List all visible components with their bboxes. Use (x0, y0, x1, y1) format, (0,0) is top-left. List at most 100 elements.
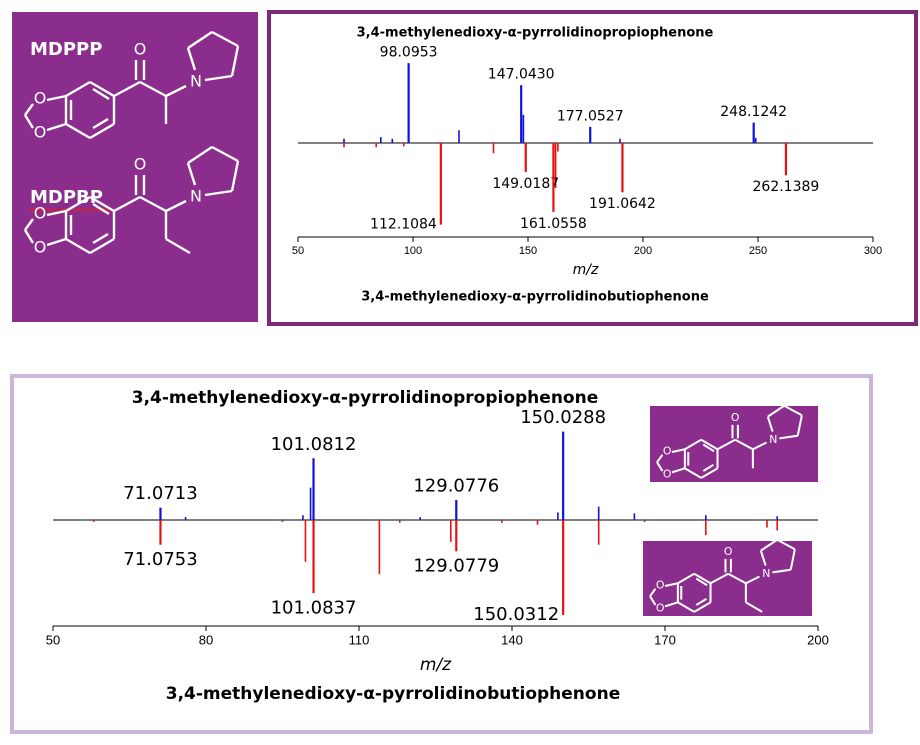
bond (717, 438, 736, 451)
atom-label: O (134, 40, 147, 59)
bond (187, 146, 213, 164)
bond (796, 415, 803, 436)
bond (46, 237, 67, 247)
bond (186, 47, 197, 71)
bond (24, 103, 34, 116)
peak-label: 150.0312 (473, 604, 559, 625)
atom-label: O (724, 545, 733, 558)
bond (734, 438, 754, 451)
bond (664, 601, 679, 608)
peak-label: 147.0430 (488, 67, 555, 83)
bond (92, 87, 110, 101)
atom-label: O (663, 467, 672, 480)
bond (113, 195, 141, 213)
atom-label: N (769, 433, 777, 446)
x-tick-label: 300 (864, 245, 882, 257)
bond (702, 443, 715, 453)
peak-label: 129.0776 (413, 476, 499, 497)
bond (46, 122, 67, 132)
atom-label: O (34, 89, 47, 108)
bond (760, 538, 778, 552)
bond (664, 582, 679, 587)
bond (779, 434, 798, 440)
bond (695, 577, 708, 587)
structure-inset (650, 406, 818, 482)
atom-label: N (762, 567, 770, 580)
atom-label: O (656, 578, 665, 591)
bond (165, 237, 191, 255)
bond (700, 438, 719, 451)
bond (230, 45, 240, 77)
bond (727, 572, 747, 585)
x-tick-label: 170 (654, 632, 676, 647)
atom-label: O (34, 204, 47, 223)
atom-label: O (134, 155, 147, 174)
bond (671, 467, 686, 474)
bond (745, 575, 760, 585)
bond (649, 588, 657, 597)
bond (693, 572, 712, 585)
bond (677, 572, 695, 585)
peak-label: 177.0527 (557, 108, 624, 124)
bond (89, 195, 115, 213)
bond (139, 195, 167, 213)
bond (702, 464, 714, 472)
x-tick-label: 140 (501, 632, 523, 647)
bond (92, 232, 109, 245)
bond (766, 416, 774, 432)
bond (695, 598, 707, 606)
bond (46, 94, 67, 102)
spectrum-panel (267, 10, 918, 326)
bond (186, 162, 197, 186)
bond (684, 438, 702, 451)
peak-label: 71.0713 (123, 483, 197, 504)
bond (65, 80, 91, 98)
x-axis-title: m/z (420, 655, 452, 675)
bond (89, 80, 115, 98)
peak-label: 248.1242 (720, 104, 787, 120)
atom-label: O (663, 444, 672, 457)
bond (693, 601, 712, 613)
x-axis-title: m/z (573, 262, 599, 278)
x-tick-label: 50 (292, 245, 304, 257)
x-tick-label: 100 (404, 245, 422, 257)
atom-label: O (34, 238, 47, 257)
x-tick-label: 110 (349, 632, 370, 647)
compound-name: MDPPP (30, 39, 102, 60)
bond (649, 595, 657, 606)
x-tick-label: 200 (807, 632, 829, 647)
bond (656, 461, 664, 472)
series-title: 3,4-methylenedioxy-α-pyrrolidinobutiophe… (166, 684, 620, 704)
bond (211, 30, 239, 48)
bond (759, 550, 767, 566)
bond (677, 601, 695, 613)
bond (46, 209, 67, 217)
compound-name: MDPBP (30, 187, 103, 208)
series-title: 3,4-methylenedioxy-α-pyrrolidinopropioph… (132, 388, 598, 408)
bond (165, 84, 187, 98)
peak-label: 262.1389 (753, 179, 820, 195)
bond (65, 122, 91, 140)
bond (671, 448, 686, 453)
atom-label: O (656, 601, 665, 614)
peak-label: 129.0779 (413, 556, 499, 577)
bond (23, 114, 35, 129)
bond (767, 404, 785, 418)
peak-label: 101.0812 (271, 434, 357, 455)
bond (752, 441, 767, 451)
bond (772, 568, 791, 574)
bond (789, 549, 796, 570)
bond (656, 454, 664, 463)
bond (24, 218, 34, 231)
x-tick-label: 200 (634, 245, 652, 257)
atom-label: N (190, 187, 202, 206)
peak-label: 161.0558 (520, 216, 587, 232)
peak-label: 191.0642 (589, 196, 656, 212)
peak-label: 98.0953 (380, 45, 438, 61)
bond (684, 467, 702, 479)
bond (230, 160, 240, 192)
x-tick-label: 150 (519, 245, 537, 257)
bond (745, 601, 763, 613)
